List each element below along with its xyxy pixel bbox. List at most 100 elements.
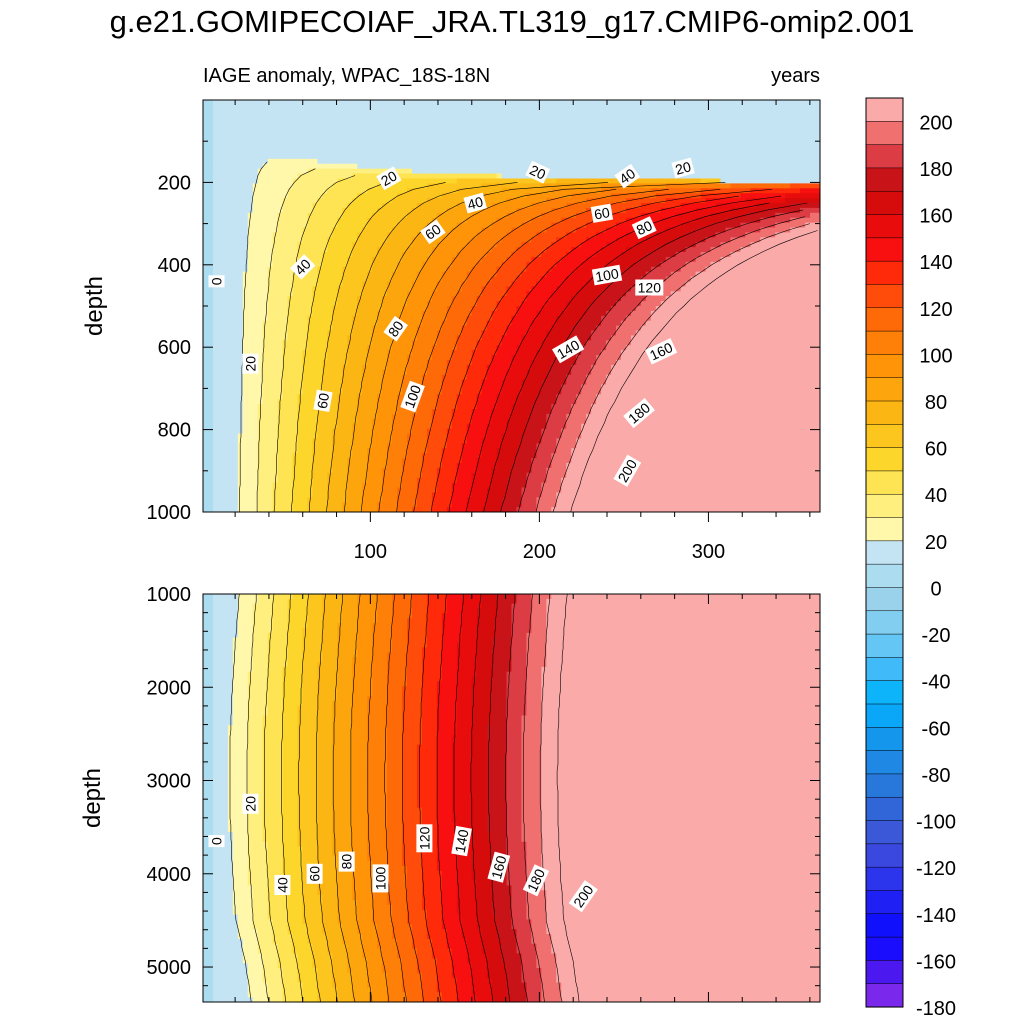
- upper-field-cell: [436, 438, 443, 444]
- upper-field-cell: [307, 413, 314, 420]
- upper-field-cell: [282, 462, 289, 469]
- upper-field-cell: [481, 266, 488, 273]
- upper-field-cell: [302, 104, 309, 111]
- upper-field-cell: [426, 458, 433, 464]
- upper-field-cell: [387, 119, 393, 126]
- upper-field-cell: [312, 271, 319, 278]
- upper-field-cell: [416, 306, 423, 312]
- upper-field-cell: [217, 237, 224, 243]
- upper-field-cell: [222, 183, 229, 189]
- upper-field-cell: [227, 168, 234, 175]
- upper-field-cell: [357, 227, 363, 234]
- upper-field-cell: [387, 153, 393, 160]
- upper-field-cell: [252, 335, 259, 341]
- upper-field-cell: [232, 315, 239, 322]
- upper-field-cell: [347, 320, 353, 327]
- upper-field-cell: [297, 467, 304, 474]
- upper-field-cell: [317, 379, 324, 386]
- upper-field-cell: [486, 256, 493, 263]
- upper-field-cell: [267, 404, 274, 410]
- upper-field-cell: [476, 286, 483, 292]
- upper-field-cell: [322, 119, 328, 126]
- upper-field-cell: [232, 296, 239, 302]
- upper-field-cell: [436, 374, 443, 381]
- upper-field-cell: [312, 350, 319, 356]
- upper-field-cell: [297, 462, 304, 469]
- upper-field-cell: [322, 114, 328, 121]
- upper-field-cell: [491, 413, 498, 420]
- upper-field-cell: [317, 158, 324, 165]
- upper-field-cell: [297, 139, 304, 145]
- upper-field-cell: [382, 163, 388, 170]
- upper-field-cell: [207, 399, 214, 405]
- upper-field-cell: [252, 271, 259, 278]
- upper-field-cell: [471, 497, 478, 503]
- upper-field-cell: [476, 492, 483, 498]
- upper-field-cell: [342, 158, 348, 165]
- upper-field-cell: [327, 477, 333, 484]
- upper-field-cell: [446, 374, 453, 381]
- upper-field-cell: [312, 306, 319, 312]
- upper-field-cell: [227, 158, 234, 165]
- upper-field-cell: [446, 433, 453, 440]
- upper-field-cell: [431, 462, 438, 469]
- upper-field-cell: [466, 119, 473, 126]
- upper-field-cell: [496, 291, 503, 297]
- upper-field-cell: [347, 507, 353, 512]
- upper-field-cell: [421, 124, 428, 131]
- upper-field-cell: [327, 134, 333, 140]
- upper-field-cell: [342, 384, 348, 390]
- upper-field-cell: [237, 144, 244, 150]
- upper-field-cell: [227, 507, 234, 512]
- upper-field-cell: [247, 389, 254, 395]
- upper-field-cell: [337, 320, 343, 327]
- upper-field-cell: [272, 212, 279, 219]
- upper-field-cell: [252, 124, 259, 131]
- upper-field-cell: [217, 119, 224, 126]
- upper-field-cell: [377, 296, 383, 302]
- upper-field-cell: [411, 507, 418, 512]
- upper-field-cell: [491, 119, 498, 126]
- upper-field-cell: [282, 227, 289, 234]
- upper-field-cell: [257, 458, 264, 464]
- upper-field-cell: [456, 222, 463, 229]
- upper-field-cell: [496, 178, 503, 184]
- upper-field-cell: [222, 252, 229, 258]
- upper-field-cell: [332, 384, 338, 390]
- upper-field-cell: [332, 340, 338, 346]
- upper-field-cell: [232, 247, 239, 253]
- upper-field-cell: [446, 193, 453, 199]
- upper-field-cell: [377, 467, 383, 474]
- upper-field-cell: [397, 492, 403, 498]
- upper-field-cell: [327, 256, 333, 263]
- upper-field-cell: [397, 261, 403, 268]
- upper-field-cell: [402, 409, 408, 415]
- upper-field-cell: [312, 438, 319, 444]
- upper-field-cell: [367, 345, 373, 351]
- upper-field-cell: [466, 315, 473, 322]
- upper-field-cell: [481, 399, 488, 405]
- upper-field-cell: [441, 389, 448, 395]
- upper-field-cell: [207, 100, 214, 106]
- upper-field-cell: [252, 119, 259, 126]
- upper-field-cell: [352, 286, 358, 292]
- upper-field-cell: [307, 198, 314, 204]
- upper-field-cell: [337, 477, 343, 484]
- upper-field-cell: [277, 306, 284, 312]
- upper-field-cell: [207, 364, 214, 371]
- upper-field-cell: [287, 423, 294, 430]
- upper-field-cell: [332, 207, 338, 214]
- upper-field-cell: [242, 443, 249, 449]
- upper-field-cell: [212, 119, 219, 126]
- upper-field-cell: [387, 458, 393, 464]
- upper-field-cell: [357, 163, 363, 170]
- upper-field-cell: [372, 369, 378, 376]
- upper-field-cell: [387, 261, 393, 268]
- upper-field-cell: [217, 379, 224, 386]
- upper-field-cell: [337, 129, 343, 135]
- upper-field-cell: [392, 369, 398, 376]
- upper-field-cell: [436, 379, 443, 386]
- upper-field-cell: [421, 409, 428, 415]
- upper-field-cell: [481, 467, 488, 474]
- upper-field-cell: [252, 217, 259, 224]
